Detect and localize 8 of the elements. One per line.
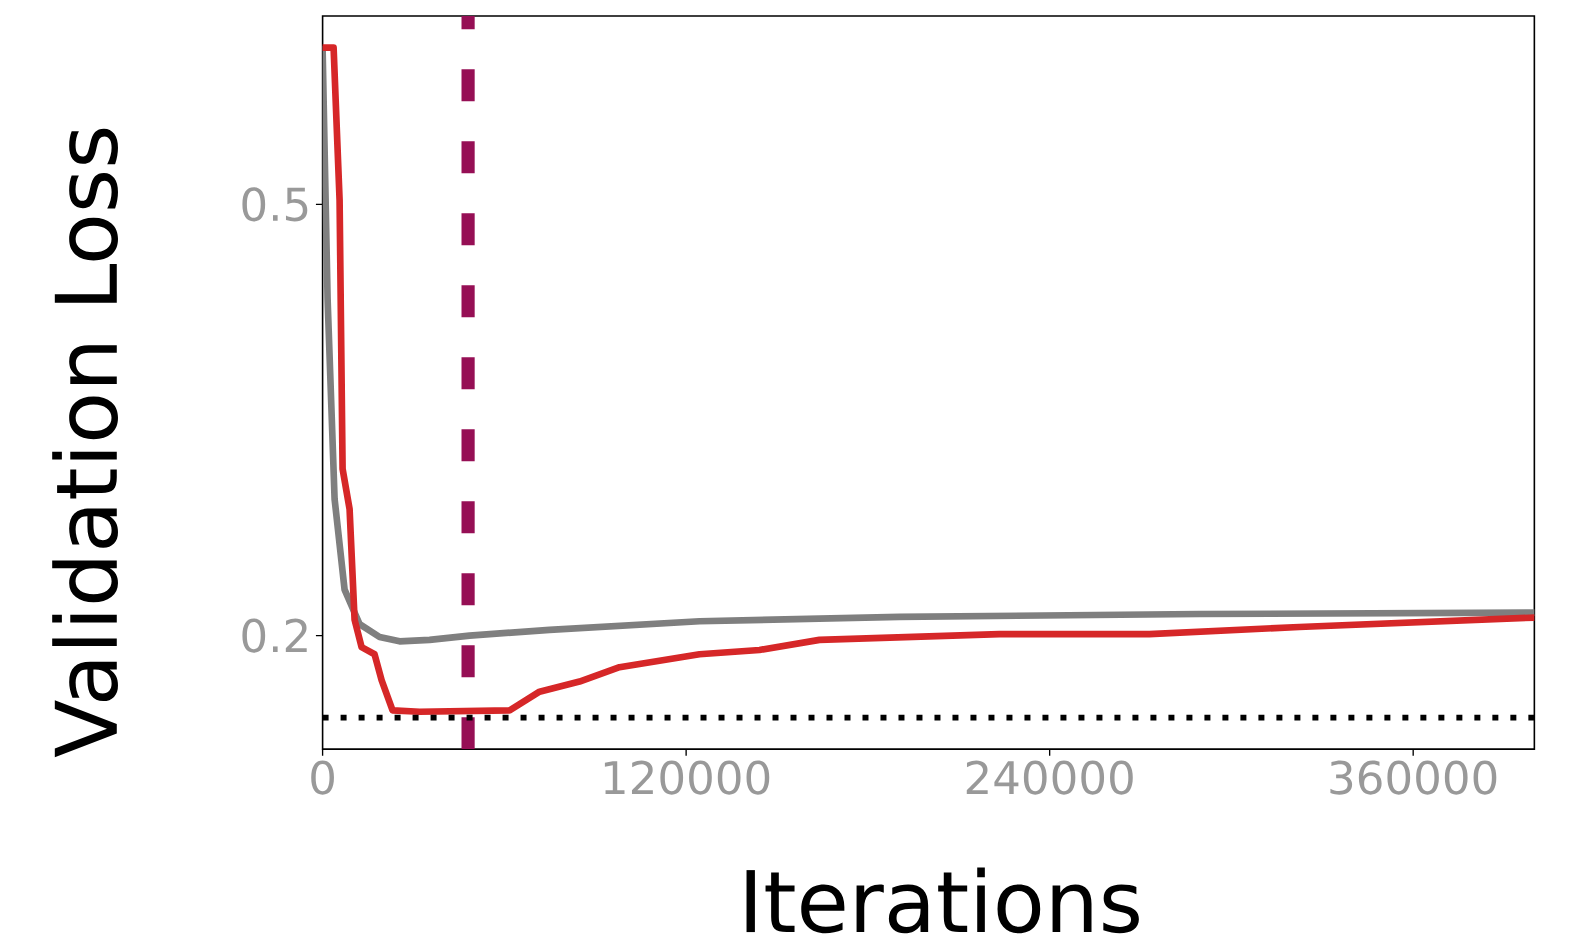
x-axis-title: Iterations <box>746 867 1139 934</box>
x-tick-label: 0 <box>311 760 334 795</box>
x-tick-label: 120000 <box>604 760 770 795</box>
y-axis-title: Validation Loss <box>52 128 118 757</box>
y-tick-label: 0.2 <box>242 618 307 653</box>
x-tick-label: 360000 <box>1330 760 1497 795</box>
y-tick-label: 0.5 <box>242 187 308 222</box>
x-tick-label: 240000 <box>966 760 1133 795</box>
